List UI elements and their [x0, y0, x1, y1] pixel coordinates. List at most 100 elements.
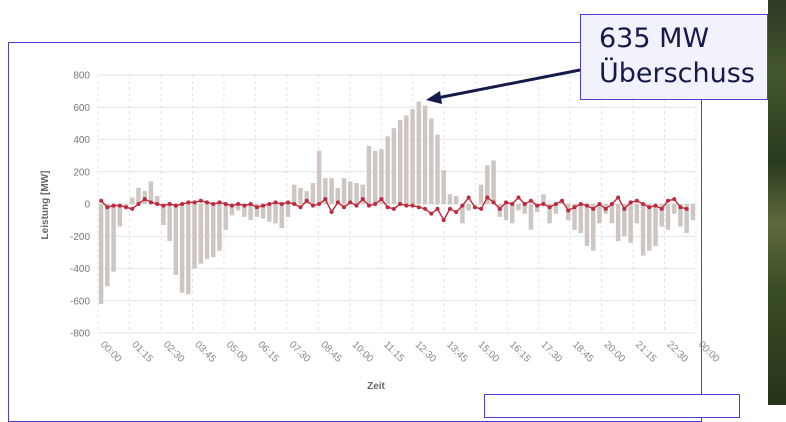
background-photo-strip [768, 0, 786, 405]
x-axis-title: Zeit [367, 381, 385, 392]
bar [291, 184, 297, 204]
bar [503, 204, 509, 221]
line-point [342, 205, 347, 210]
x-tick-label: 12:30 [413, 339, 439, 365]
x-tick-label: 22:30 [664, 339, 690, 365]
bar-series [98, 101, 696, 304]
line-point [148, 200, 153, 205]
bar [429, 118, 434, 204]
bar [622, 204, 627, 237]
line-point [236, 202, 241, 206]
line-point [560, 198, 565, 203]
line-point [597, 202, 602, 206]
bar [640, 204, 646, 256]
bar [547, 204, 552, 224]
bar [665, 204, 671, 230]
line-point [155, 202, 160, 206]
line-point [584, 203, 589, 208]
bar [541, 194, 546, 204]
y-tick-label: 200 [73, 167, 90, 178]
annotation-label: Überschuss [599, 58, 755, 89]
bar [298, 187, 303, 205]
x-tick-label: 03:45 [192, 339, 218, 365]
line-point [136, 202, 141, 206]
bar [105, 204, 110, 287]
bar [379, 149, 384, 204]
bar [360, 184, 365, 204]
bar [167, 204, 172, 242]
bar [341, 178, 347, 204]
line-point [510, 202, 515, 206]
y-tick-label: -800 [70, 329, 90, 340]
line-point [124, 205, 129, 210]
line-point [410, 203, 415, 208]
bar [553, 204, 559, 214]
line-point [460, 203, 465, 208]
line-point [491, 200, 496, 205]
bar [354, 183, 359, 204]
line-point [217, 200, 222, 205]
x-tick-label: 05:00 [224, 339, 250, 365]
line-point [285, 200, 290, 205]
annotation-arrowhead [426, 91, 442, 104]
x-tick-label: 02:30 [161, 339, 187, 365]
bar [671, 204, 677, 214]
line-point [373, 202, 378, 206]
line-point [192, 200, 197, 205]
x-tick-label: 00:00 [696, 339, 722, 365]
bar [310, 183, 316, 204]
bar [148, 181, 154, 204]
bar [179, 204, 185, 293]
line-point [435, 206, 440, 211]
line-point [454, 210, 459, 215]
line-point [672, 197, 677, 202]
bar [572, 204, 577, 230]
bar [584, 204, 590, 246]
line-point [423, 206, 428, 211]
line-point [354, 203, 359, 208]
line-point [292, 202, 297, 206]
line-point [441, 218, 446, 223]
x-tick-label: 20:00 [601, 339, 627, 365]
bar [304, 191, 309, 204]
line-point [254, 205, 259, 210]
bar [316, 150, 322, 204]
line-point [647, 205, 652, 210]
bar [609, 204, 615, 224]
bar [235, 204, 241, 211]
line-point [385, 205, 390, 210]
line-point [173, 203, 178, 208]
bar [154, 195, 160, 204]
line-point [472, 205, 477, 210]
bar [516, 204, 521, 211]
line-point [628, 200, 633, 205]
bar [186, 204, 191, 295]
bar [678, 204, 683, 227]
annotation-arrow [436, 68, 581, 100]
line-point [366, 203, 371, 208]
line-point [479, 206, 484, 211]
bar [485, 165, 490, 204]
line-point [105, 205, 110, 210]
bar [173, 204, 179, 275]
bar [466, 204, 471, 211]
line-point [578, 202, 583, 206]
bar [385, 136, 390, 204]
bar [628, 204, 633, 243]
bar [117, 204, 123, 227]
line-point [659, 206, 664, 211]
line-point [111, 203, 116, 208]
line-point [304, 198, 309, 203]
line-point [541, 202, 546, 206]
x-tick-label: 16:15 [507, 339, 533, 365]
y-tick-label: 600 [73, 103, 90, 114]
line-point [379, 197, 384, 202]
y-tick-label: -600 [70, 296, 90, 307]
line-point [279, 202, 284, 206]
line-point [223, 202, 228, 206]
line-point [142, 197, 147, 202]
bar [211, 204, 216, 258]
line-point [186, 200, 191, 205]
bar [659, 204, 664, 227]
bar [366, 145, 372, 204]
